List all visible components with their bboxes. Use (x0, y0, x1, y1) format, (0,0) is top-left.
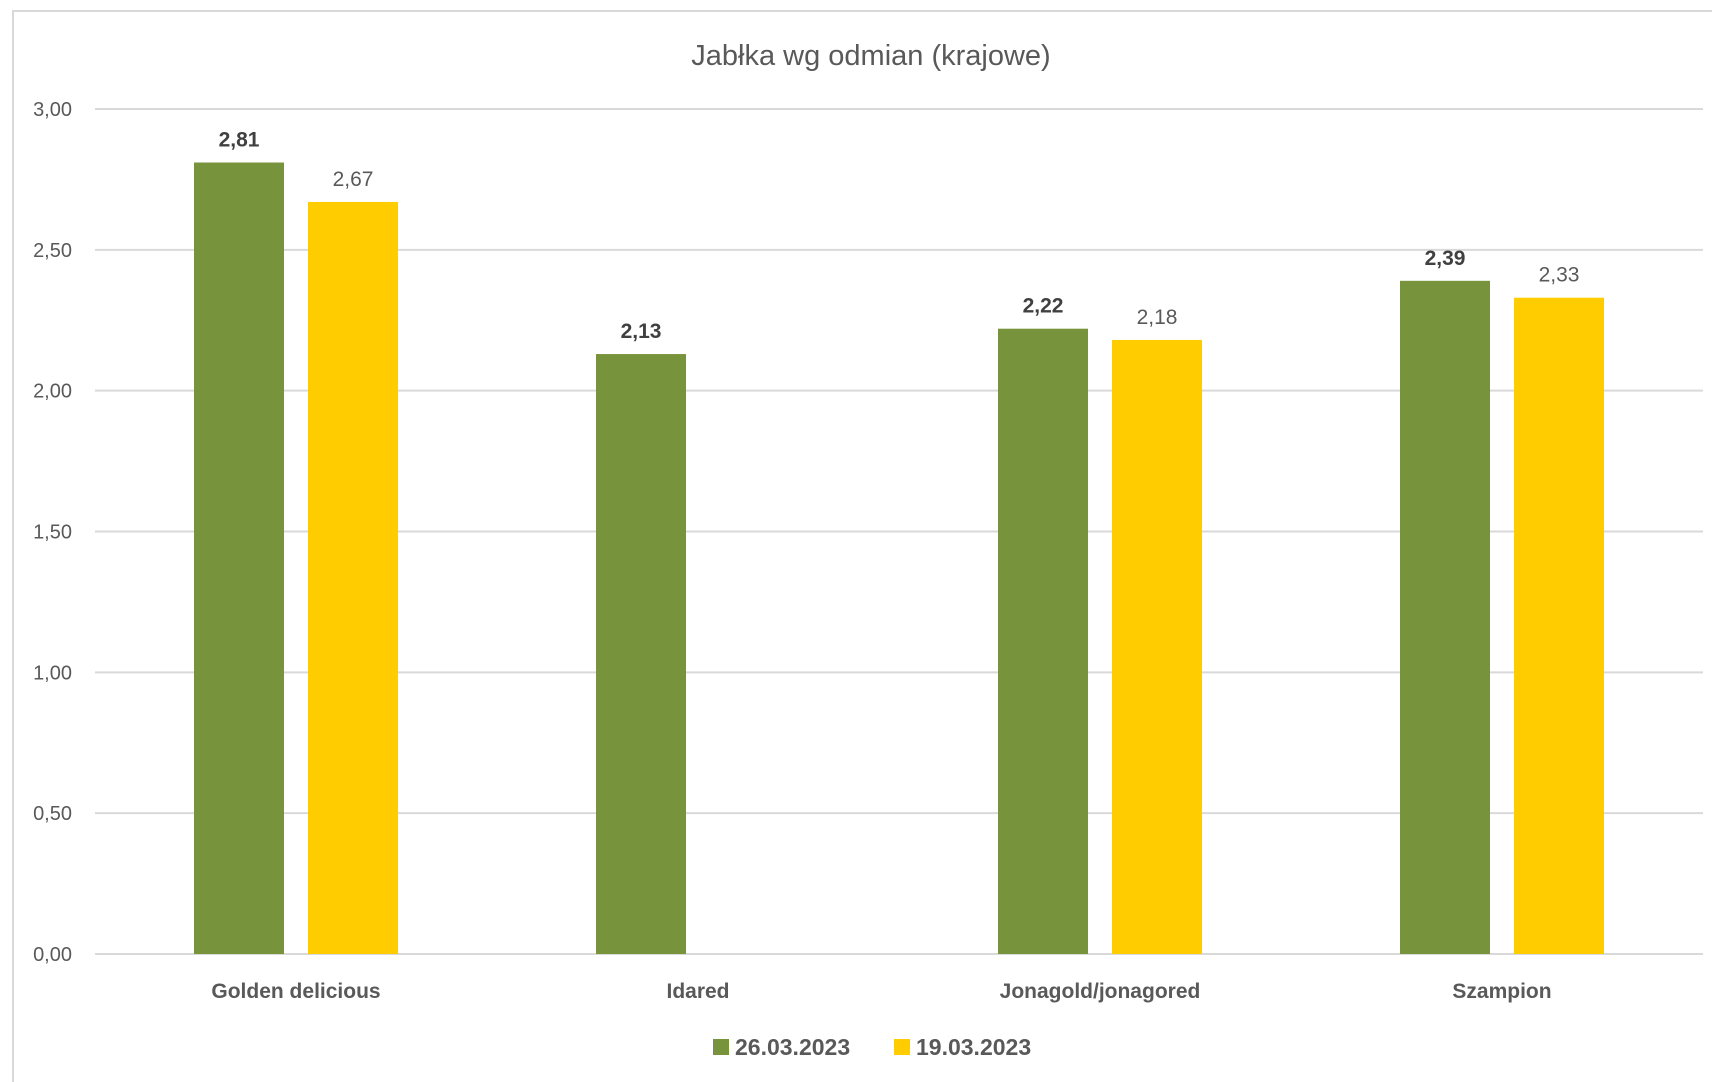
y-tick-label: 1,50 (33, 522, 72, 544)
legend: 26.03.2023 19.03.2023 (713, 1034, 1031, 1060)
bar-26.03.2023-Jonagold/jonagored (998, 328, 1088, 954)
data-label: 2,81 (219, 129, 260, 152)
y-tick-label: 2,50 (33, 240, 72, 262)
bars (194, 162, 1604, 955)
y-tick-label: 0,50 (33, 803, 72, 825)
data-label: 2,22 (1023, 295, 1064, 318)
x-category-label: Golden delicious (211, 980, 380, 1003)
x-category-label: Szampion (1452, 980, 1551, 1003)
y-axis-ticks: 0,00 0,50 1,00 1,50 2,00 2,50 3,00 (33, 99, 72, 966)
y-tick-label: 1,00 (33, 662, 72, 684)
bar-26.03.2023-Szampion (1400, 280, 1490, 955)
legend-label: 19.03.2023 (916, 1034, 1031, 1060)
bar-19.03.2023-Jonagold/jonagored (1112, 339, 1202, 954)
bar-26.03.2023-Idared (596, 354, 686, 954)
y-tick-label: 0,00 (33, 944, 72, 966)
x-category-label: Idared (666, 980, 729, 1003)
data-label: 2,39 (1425, 247, 1466, 270)
data-labels: 2,81 2,67 2,13 2,22 2,18 2,39 2,33 (219, 129, 1580, 344)
y-tick-label: 3,00 (33, 99, 72, 121)
bar-19.03.2023-Szampion (1514, 297, 1604, 954)
data-label: 2,67 (333, 168, 374, 191)
chart-title: Jabłka wg odmian (krajowe) (691, 40, 1050, 72)
legend-swatch (713, 1039, 729, 1055)
x-category-label: Jonagold/jonagored (1000, 980, 1201, 1003)
legend-label: 26.03.2023 (735, 1034, 850, 1060)
y-tick-label: 2,00 (33, 381, 72, 403)
legend-swatch (894, 1039, 910, 1055)
data-label: 2,13 (621, 320, 662, 343)
bar-26.03.2023-Golden delicious (194, 162, 284, 954)
data-label: 2,18 (1137, 306, 1178, 329)
data-label: 2,33 (1539, 264, 1580, 287)
x-axis-categories: Golden delicious Idared Jonagold/jonagored… (211, 980, 1551, 1003)
bar-19.03.2023-Golden delicious (308, 201, 398, 954)
